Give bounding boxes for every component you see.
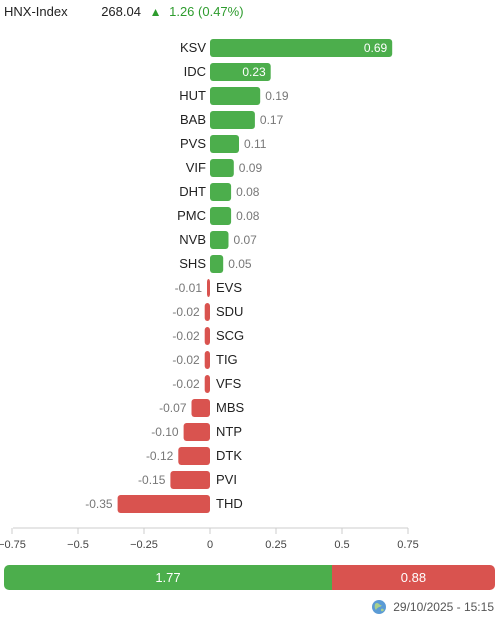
bar-label-bab: BAB: [180, 112, 206, 127]
bar-bab: [210, 111, 255, 129]
bar-label-scg: SCG: [216, 328, 244, 343]
bar-ntp: [183, 423, 210, 441]
bar-pmc: [210, 207, 232, 225]
bar-shs: [210, 255, 224, 273]
bar-idc: [210, 63, 271, 81]
value-label-idc: 0.23: [242, 65, 266, 79]
value-label-dtk: -0.12: [146, 449, 174, 463]
bar-thd: [117, 495, 210, 513]
value-label-nvb: 0.07: [234, 233, 258, 247]
x-tick-label: 0: [207, 539, 213, 551]
bar-label-pmc: PMC: [177, 208, 206, 223]
bar-label-ntp: NTP: [216, 424, 242, 439]
bar-ksv: [210, 39, 393, 57]
value-label-evs: -0.01: [175, 281, 203, 295]
value-label-pvs: 0.11: [244, 137, 267, 151]
bar-vfs: [204, 375, 210, 393]
value-label-bab: 0.17: [260, 113, 284, 127]
value-label-vfs: -0.02: [172, 377, 200, 391]
bar-label-vfs: VFS: [216, 376, 242, 391]
bar-dht: [210, 183, 232, 201]
value-label-pmc: 0.08: [236, 209, 260, 223]
bar-label-nvb: NVB: [179, 232, 206, 247]
index-value: 268.04: [101, 4, 141, 19]
x-tick-label: −0.75: [0, 539, 26, 551]
bar-pvi: [170, 471, 210, 489]
positive-summary-value: 1.77: [155, 570, 181, 585]
bar-hut: [210, 87, 261, 105]
x-tick-label: 0.25: [265, 539, 286, 551]
index-change: 1.26 (0.47%): [169, 4, 244, 19]
bar-sdu: [204, 303, 210, 321]
value-label-ksv: 0.69: [364, 41, 388, 55]
value-label-vif: 0.09: [239, 161, 263, 175]
bar-label-pvi: PVI: [216, 472, 237, 487]
value-label-sdu: -0.02: [172, 305, 200, 319]
bar-label-dtk: DTK: [216, 448, 242, 463]
bar-label-pvs: PVS: [180, 136, 206, 151]
bar-pvs: [210, 135, 239, 153]
bar-label-dht: DHT: [179, 184, 206, 199]
positive-summary-segment: 1.77: [4, 565, 332, 590]
index-header: HNX-Index 268.04 ▲ 1.26 (0.47%): [4, 3, 244, 21]
value-label-scg: -0.02: [172, 329, 200, 343]
bar-label-ksv: KSV: [180, 40, 206, 55]
bar-label-evs: EVS: [216, 280, 242, 295]
value-label-pvi: -0.15: [138, 473, 166, 487]
bar-label-mbs: MBS: [216, 400, 245, 415]
value-label-mbs: -0.07: [159, 401, 187, 415]
bar-mbs: [191, 399, 210, 417]
x-tick-label: 0.75: [397, 539, 418, 551]
bar-evs: [207, 279, 210, 297]
negative-summary-segment: 0.88: [331, 565, 495, 590]
bar-label-tig: TIG: [216, 352, 238, 367]
bar-vif: [210, 159, 234, 177]
value-label-dht: 0.08: [236, 185, 260, 199]
timestamp: 29/10/2025 - 15:15: [393, 600, 494, 614]
value-label-tig: -0.02: [172, 353, 200, 367]
bar-label-vif: VIF: [186, 160, 206, 175]
bar-tig: [204, 351, 210, 369]
advance-decline-summary-bar: 1.77 0.88: [4, 565, 495, 590]
value-label-ntp: -0.10: [151, 425, 179, 439]
bar-label-shs: SHS: [179, 256, 206, 271]
bar-label-idc: IDC: [184, 64, 206, 79]
up-arrow-icon: ▲: [149, 5, 162, 19]
bar-label-hut: HUT: [179, 88, 206, 103]
value-label-thd: -0.35: [85, 497, 113, 511]
x-tick-label: −0.25: [130, 539, 158, 551]
bar-label-sdu: SDU: [216, 304, 243, 319]
value-label-shs: 0.05: [228, 257, 252, 271]
bar-nvb: [210, 231, 229, 249]
value-label-hut: 0.19: [265, 89, 289, 103]
index-name: HNX-Index: [4, 4, 68, 19]
bar-label-thd: THD: [216, 496, 243, 511]
globe-icon: [372, 600, 387, 614]
bar-dtk: [178, 447, 210, 465]
contribution-bar-chart: KSV 0.69 IDC 0.23 HUT 0.19 BAB 0.17 PVS 0.11 VIF 0.…: [0, 39, 419, 551]
footer: 29/10/2025 - 15:15: [371, 598, 494, 616]
x-tick-label: −0.5: [67, 539, 89, 551]
negative-summary-value: 0.88: [400, 570, 427, 585]
bar-scg: [204, 327, 210, 345]
x-tick-label: 0.5: [334, 539, 349, 551]
